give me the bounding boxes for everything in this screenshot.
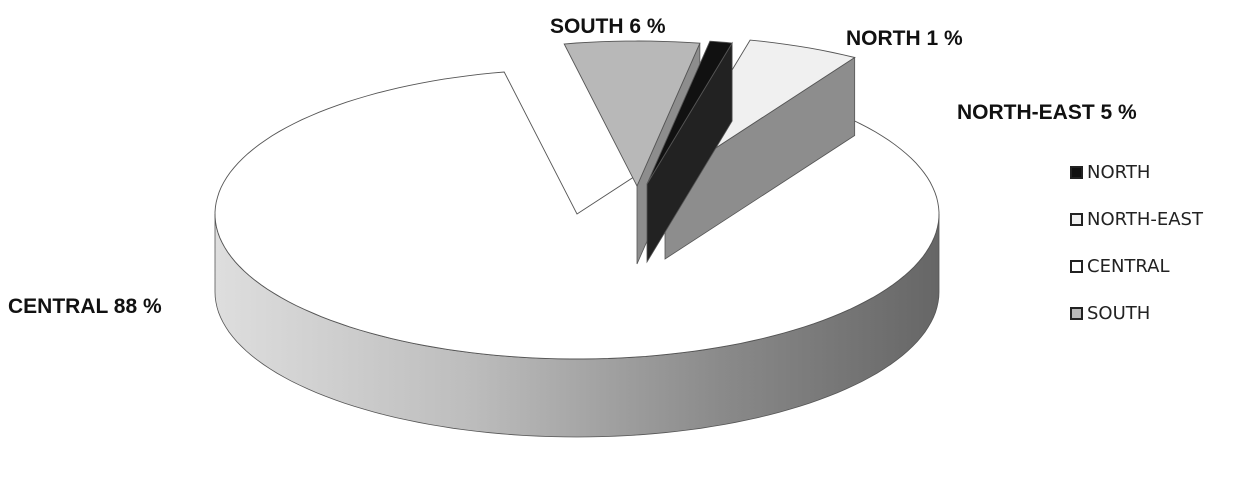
slice-label-central: CENTRAL 88 % (8, 295, 162, 318)
legend-item-north: NORTH (1070, 160, 1203, 184)
chart-legend: NORTH NORTH-EAST CENTRAL SOUTH (1070, 160, 1203, 348)
slice-north (646, 40, 733, 185)
legend-item-south: SOUTH (1070, 301, 1203, 325)
slice-label-south: SOUTH 6 % (550, 15, 666, 38)
slice-label-north: NORTH 1 % (846, 27, 963, 50)
legend-item-north-east: NORTH-EAST (1070, 207, 1203, 231)
legend-label-north-east: NORTH-EAST (1087, 208, 1203, 230)
legend-label-north: NORTH (1087, 161, 1151, 183)
legend-label-central: CENTRAL (1087, 255, 1170, 277)
legend-swatch-south (1070, 306, 1083, 320)
legend-swatch-north (1070, 165, 1083, 179)
legend-item-central: CENTRAL (1070, 254, 1203, 278)
slice-south (563, 40, 701, 188)
legend-swatch-central (1070, 259, 1083, 273)
legend-swatch-north-east (1070, 212, 1083, 226)
slice-label-north-east: NORTH-EAST 5 % (957, 101, 1137, 124)
legend-label-south: SOUTH (1087, 302, 1151, 324)
